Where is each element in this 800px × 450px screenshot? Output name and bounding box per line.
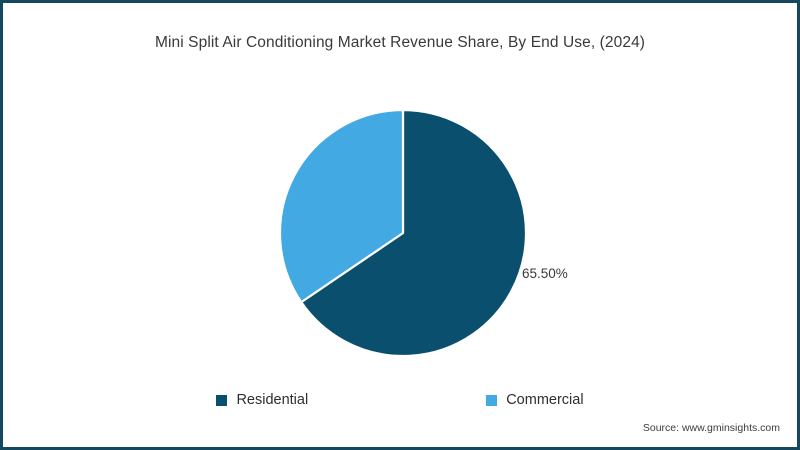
legend-item-residential[interactable]: Residential <box>216 392 308 408</box>
pie-svg <box>280 110 526 356</box>
pie-data-label-residential: 65.50% <box>522 266 568 281</box>
pie-chart: 65.50% <box>3 3 797 447</box>
legend-item-commercial[interactable]: Commercial <box>486 392 584 408</box>
pie-slices <box>280 110 526 356</box>
page-title: Mini Split Air Conditioning Market Reven… <box>154 34 646 51</box>
source-attribution: Source: www.gminsights.com <box>642 422 780 434</box>
pie-slice-residential[interactable] <box>300 110 526 356</box>
pie-slice-commercial[interactable] <box>280 110 405 304</box>
legend-swatch-icon <box>216 394 228 406</box>
legend-item-label: Residential <box>236 392 309 408</box>
legend-item-label: Commercial <box>506 392 584 408</box>
legend-swatch-icon <box>486 394 498 406</box>
legend: Residential Commercial <box>3 392 797 408</box>
